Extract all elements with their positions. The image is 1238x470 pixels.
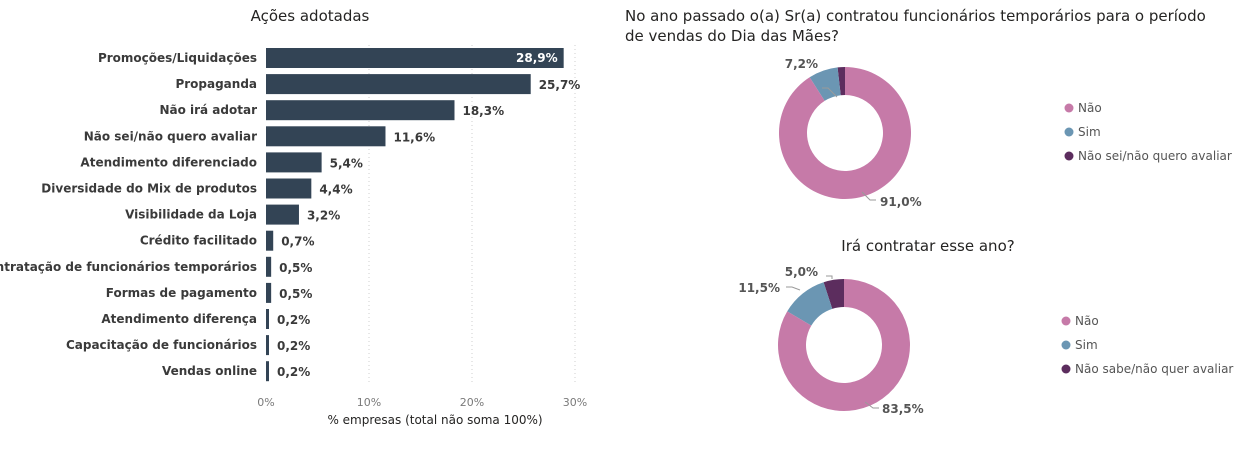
legend-label: Sim	[1078, 125, 1101, 139]
bar	[266, 361, 269, 382]
donut2-leader-nao	[864, 401, 879, 409]
bar	[266, 204, 299, 225]
bar	[266, 178, 312, 199]
bar-chart-title: Ações adotadas	[251, 7, 370, 25]
legend-label: Sim	[1075, 338, 1098, 352]
donut1-label-sim: 7,2%	[785, 57, 818, 71]
bar	[266, 48, 564, 68]
bar-category-label: Formas de pagamento	[106, 286, 257, 300]
donut-slice	[837, 67, 845, 96]
bar-category-label: Atendimento diferença	[101, 312, 257, 326]
bar-value-label: 0,2%	[277, 339, 310, 353]
bar-category-label: Atendimento diferenciado	[80, 155, 257, 169]
bar	[266, 74, 531, 95]
legend-marker	[1064, 151, 1074, 161]
bar-category-label: Diversidade do Mix de produtos	[41, 182, 257, 196]
donut1-legend: Não Sim Não sei/não quero avaliar	[1064, 101, 1232, 163]
bar	[266, 100, 455, 121]
donut2-label-nao: 83,5%	[882, 402, 924, 416]
bar-category-label: Visibilidade da Loja	[125, 208, 257, 222]
bar	[266, 256, 272, 277]
bar-category-label: Não irá adotar	[159, 103, 257, 117]
bar-value-label: 4,4%	[319, 183, 352, 197]
legend-marker	[1061, 364, 1071, 374]
bar	[266, 335, 269, 356]
bar	[266, 309, 269, 329]
bar-category-label: Crédito facilitado	[140, 234, 257, 248]
bar-category-label: Contratação de funcionários temporários	[0, 260, 257, 274]
bar-category-label: Promoções/Liquidações	[98, 51, 257, 65]
bar-category-label: Capacitação de funcionários	[66, 338, 257, 352]
donut1-title-line1: No ano passado o(a) Sr(a) contratou func…	[625, 7, 1206, 25]
legend-marker	[1061, 340, 1071, 350]
bar-value-label: 28,9%	[516, 51, 558, 65]
donut1-label-nao: 91,0%	[880, 195, 922, 209]
donut1-title-line2: de vendas do Dia das Mães?	[625, 27, 839, 45]
bar-category-label: Não sei/não quero avaliar	[84, 129, 257, 143]
bar-value-label: 0,5%	[279, 287, 312, 301]
donut2-label-nsa: 5,0%	[785, 265, 818, 279]
actions-bar-chart: Ações adotadas Promoções/Liquidações Prop…	[0, 7, 587, 427]
donut1-chart	[779, 67, 911, 199]
donut-slice	[787, 282, 833, 326]
bar-x-tick: 10%	[357, 396, 381, 409]
bar-value-label: 0,5%	[279, 261, 312, 275]
bar-value-label: 18,3%	[462, 104, 504, 118]
donut-slice	[778, 279, 910, 411]
legend-label: Não sabe/não quer avaliar	[1075, 362, 1233, 376]
legend-label: Não sei/não quero avaliar	[1078, 149, 1232, 163]
legend-marker	[1064, 103, 1074, 113]
donut2-title: Irá contratar esse ano?	[841, 237, 1014, 255]
bar-x-tick: 20%	[460, 396, 484, 409]
bar	[266, 230, 274, 251]
donut2-label-sim: 11,5%	[738, 281, 780, 295]
bar-value-label: 0,2%	[277, 365, 310, 379]
donut1-leader-nao	[861, 191, 876, 201]
donut2-leader-sim	[786, 286, 801, 291]
donut-slice	[823, 279, 844, 309]
legend-marker	[1064, 127, 1074, 137]
bar-category-label: Vendas online	[162, 364, 257, 378]
legend-label: Não	[1075, 314, 1099, 328]
bar-category-label: Propaganda	[175, 77, 257, 91]
donut2-leader-nsa	[826, 275, 833, 279]
bar-x-tick: 30%	[563, 396, 587, 409]
bar-value-label: 0,2%	[277, 313, 310, 327]
bar-value-label: 11,6%	[393, 130, 435, 144]
donut-slice	[779, 67, 911, 199]
legend-marker	[1061, 316, 1071, 326]
donut-charts-panel: No ano passado o(a) Sr(a) contratou func…	[625, 7, 1233, 416]
bar-value-label: 0,7%	[281, 235, 314, 249]
bar-value-label: 25,7%	[539, 78, 581, 92]
bar	[266, 152, 322, 173]
legend-label: Não	[1078, 101, 1102, 115]
bar-x-axis-label: % empresas (total não soma 100%)	[327, 413, 542, 427]
bar	[266, 126, 386, 147]
donut2-legend: Não Sim Não sabe/não quer avaliar	[1061, 314, 1233, 376]
donut2-chart	[778, 279, 910, 411]
bar-value-label: 3,2%	[307, 209, 340, 223]
bar	[266, 282, 272, 303]
bar-x-tick: 0%	[257, 396, 274, 409]
donut1-leader-sim	[822, 87, 838, 98]
bar-value-label: 5,4%	[330, 156, 363, 170]
